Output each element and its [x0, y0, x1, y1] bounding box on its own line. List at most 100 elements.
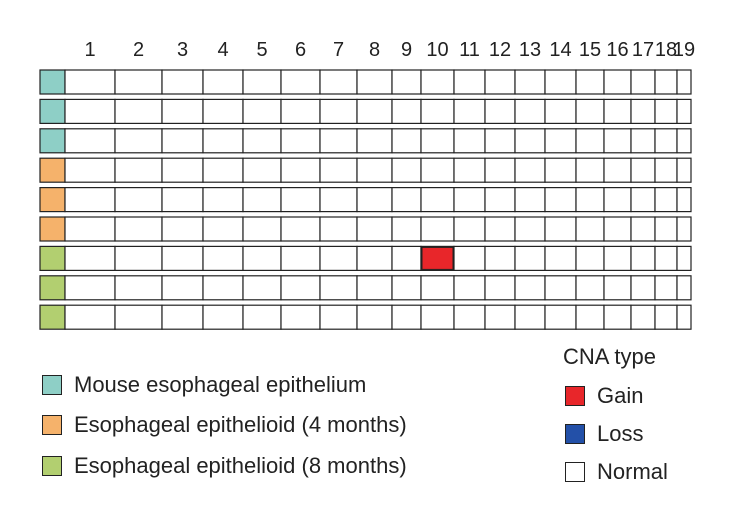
cna-cell-row7-chr9	[391, 245, 422, 271]
cna-cell-row8-chr14	[544, 275, 577, 301]
sample-group-cell-8	[39, 275, 66, 301]
cna-cell-row5-chr7	[319, 187, 358, 213]
cna-cell-row1-chr14	[544, 69, 577, 95]
cna-cell-row8-chr16	[603, 275, 632, 301]
group-legend-item-2: Esophageal epithelioid (4 months)	[42, 412, 407, 438]
cna-cell-row4-chr1	[64, 157, 116, 183]
cna-cell-row8-chr19	[676, 275, 692, 301]
cna-cell-row6-chr10	[420, 216, 455, 242]
cna-cell-row5-chr12	[484, 187, 516, 213]
cna-cell-row9-chr6	[280, 304, 321, 330]
cna-cell-row4-chr12	[484, 157, 516, 183]
cna-cell-row9-chr13	[514, 304, 546, 330]
cna-cell-row8-chr7	[319, 275, 358, 301]
cna-cell-row1-chr12	[484, 69, 516, 95]
cna-cell-row8-chr11	[453, 275, 486, 301]
cna-cell-row4-chr8	[356, 157, 393, 183]
cna-cell-row2-chr3	[161, 98, 204, 125]
cna-cell-row7-chr17	[630, 245, 656, 271]
cna-cell-row1-chr8	[356, 69, 393, 95]
cna-cell-row7-chr19	[676, 245, 692, 271]
cna-cell-row2-chr15	[575, 98, 605, 125]
cna-cell-row6-chr17	[630, 216, 656, 242]
chromosome-label-3: 3	[177, 39, 188, 61]
cna-cell-row2-chr8	[356, 98, 393, 125]
cna-cell-row9-chr8	[356, 304, 393, 330]
cna-cell-row6-chr11	[453, 216, 486, 242]
chromosome-label-11: 11	[459, 39, 480, 61]
group-legend-item-1: Mouse esophageal epithelium	[42, 372, 366, 398]
sample-group-cell-1	[39, 69, 66, 95]
cna-cell-row6-chr12	[484, 216, 516, 242]
cna-legend-label-loss: Loss	[597, 421, 644, 446]
cna-cell-row7-chr7	[319, 245, 358, 271]
cna-cell-row5-chr6	[280, 187, 321, 213]
cna-cell-row4-chr6	[280, 157, 321, 183]
chromosome-label-18: 18	[655, 39, 677, 61]
cna-legend-item-normal: Normal	[565, 459, 668, 485]
cna-cell-row5-chr15	[575, 187, 605, 213]
cna-cell-row4-chr18	[654, 157, 678, 183]
cna-cell-row9-chr16	[603, 304, 632, 330]
cna-cell-row2-chr12	[484, 98, 516, 125]
chromosome-label-1: 1	[84, 39, 95, 61]
cna-cell-row3-chr13	[514, 128, 546, 154]
cna-cell-row1-chr2	[114, 69, 163, 95]
cna-cell-row5-chr4	[202, 187, 244, 213]
cna-cell-row4-chr13	[514, 157, 546, 183]
cna-cell-row5-chr18	[654, 187, 678, 213]
cna-cell-row3-chr5	[242, 128, 282, 154]
cna-cell-row9-chr11	[453, 304, 486, 330]
cna-cell-row5-chr16	[603, 187, 632, 213]
cna-legend-swatch-loss	[565, 424, 585, 444]
cna-cell-row1-chr18	[654, 69, 678, 95]
cna-cell-row8-chr15	[575, 275, 605, 301]
cna-cell-row3-chr17	[630, 128, 656, 154]
cna-cell-row5-chr8	[356, 187, 393, 213]
chromosome-label-7: 7	[333, 39, 344, 61]
cna-cell-row2-chr11	[453, 98, 486, 125]
cna-legend-label-normal: Normal	[597, 459, 668, 484]
cna-cell-row9-chr5	[242, 304, 282, 330]
chromosome-label-13: 13	[519, 39, 541, 61]
cna-cell-row1-chr4	[202, 69, 244, 95]
cna-cell-row8-chr6	[280, 275, 321, 301]
cna-cell-row5-chr2	[114, 187, 163, 213]
cna-cell-row3-chr12	[484, 128, 516, 154]
chromosome-label-17: 17	[632, 39, 654, 61]
chromosome-label-8: 8	[369, 39, 380, 61]
cna-cell-row7-chr12	[484, 245, 516, 271]
cna-cell-row1-chr17	[630, 69, 656, 95]
group-legend-swatch-2	[42, 415, 62, 435]
chromosome-label-4: 4	[217, 39, 228, 61]
cna-cell-row6-chr14	[544, 216, 577, 242]
cna-cell-row2-chr2	[114, 98, 163, 125]
cna-cell-row4-chr16	[603, 157, 632, 183]
cna-cell-row7-chr8	[356, 245, 393, 271]
cna-cell-row1-chr5	[242, 69, 282, 95]
cna-cell-row6-chr16	[603, 216, 632, 242]
cna-cell-row9-chr4	[202, 304, 244, 330]
cna-cell-row5-chr1	[64, 187, 116, 213]
cna-cell-row6-chr19	[676, 216, 692, 242]
cna-cell-row6-chr8	[356, 216, 393, 242]
cna-cell-row2-chr16	[603, 98, 632, 125]
cna-cell-row5-chr13	[514, 187, 546, 213]
cna-cell-row5-chr3	[161, 187, 204, 213]
cna-cell-row7-chr15	[575, 245, 605, 271]
cna-cell-row3-chr8	[356, 128, 393, 154]
cna-cell-row8-chr8	[356, 275, 393, 301]
cna-cell-row9-chr3	[161, 304, 204, 330]
chromosome-label-19: 19	[673, 39, 695, 61]
cna-cell-row7-chr6	[280, 245, 321, 271]
cna-cell-row4-chr5	[242, 157, 282, 183]
chromosome-label-12: 12	[489, 39, 511, 61]
cna-cell-row5-chr10	[420, 187, 455, 213]
cna-cell-row4-chr19	[676, 157, 692, 183]
cna-cell-row9-chr17	[630, 304, 656, 330]
cna-cell-row8-chr17	[630, 275, 656, 301]
cna-cell-row6-chr15	[575, 216, 605, 242]
cna-cell-row8-chr9	[391, 275, 422, 301]
cna-cell-row3-chr14	[544, 128, 577, 154]
